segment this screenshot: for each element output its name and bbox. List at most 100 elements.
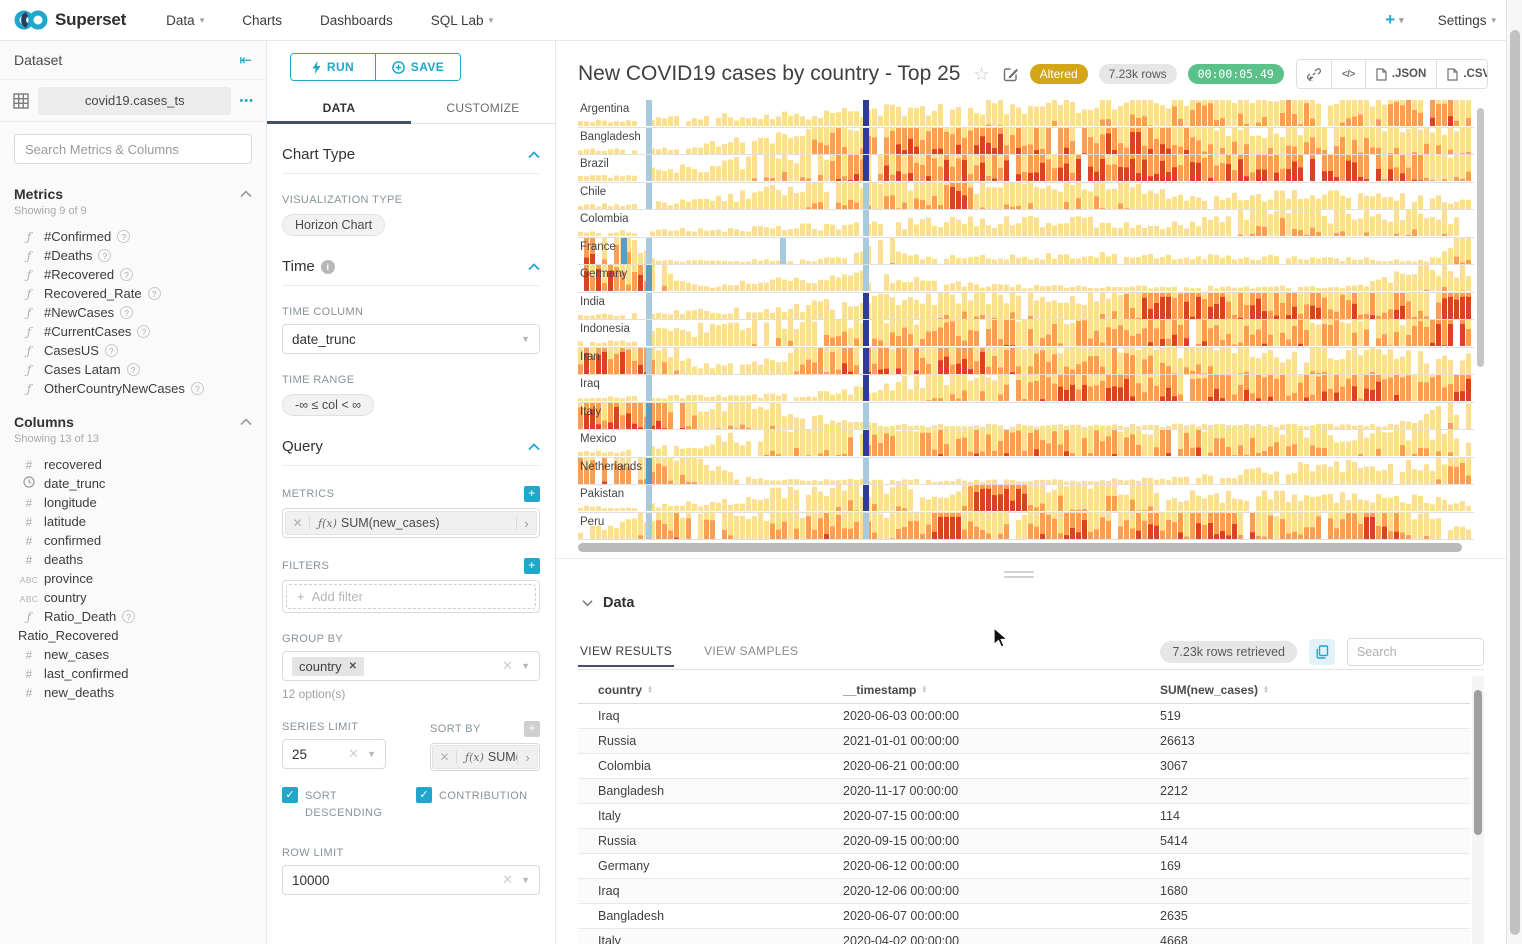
copy-to-clipboard-button[interactable]	[1309, 639, 1335, 665]
export-csv-button[interactable]: .CSV	[1436, 60, 1487, 88]
help-icon[interactable]: ?	[147, 287, 161, 300]
chevron-down-icon[interactable]	[582, 599, 593, 607]
chevron-up-icon[interactable]	[528, 262, 540, 271]
sort-metric-token[interactable]: ✕ ƒ(x) SUM(... ›	[432, 745, 538, 769]
nav-item-charts[interactable]: Charts	[242, 13, 282, 28]
column-item-province[interactable]: ABC province	[14, 569, 252, 588]
metric-item-#deaths[interactable]: ƒ #Deaths?	[14, 246, 252, 265]
copy-link-button[interactable]	[1296, 60, 1331, 88]
clear-icon[interactable]: ✕	[348, 746, 360, 761]
chevron-right-icon[interactable]: ›	[516, 515, 536, 531]
chevron-right-icon[interactable]: ›	[517, 749, 537, 765]
table-row[interactable]: Italy 2020-07-15 00:00:00 114	[578, 804, 1470, 829]
tab-data[interactable]: DATA	[267, 94, 411, 124]
column-item-ratio_recovered[interactable]: Ratio_Recovered	[14, 626, 252, 645]
metric-item-recovered_rate[interactable]: ƒ Recovered_Rate?	[14, 284, 252, 303]
column-item-last_confirmed[interactable]: # last_confirmed	[14, 664, 252, 683]
table-row[interactable]: Iraq 2020-06-03 00:00:00 519	[578, 704, 1470, 729]
metric-item-#confirmed[interactable]: ƒ #Confirmed?	[14, 227, 252, 246]
page-scrollbar[interactable]	[1506, 0, 1522, 944]
metric-item-#recovered[interactable]: ƒ #Recovered?	[14, 265, 252, 284]
chevron-up-icon[interactable]	[528, 442, 540, 451]
table-row[interactable]: Russia 2020-09-15 00:00:00 5414	[578, 829, 1470, 854]
metric-item-othercountrynewcases[interactable]: ƒ OtherCountryNewCases?	[14, 379, 252, 398]
nav-item-dashboards[interactable]: Dashboards	[320, 13, 393, 28]
column-item-latitude[interactable]: # latitude	[14, 512, 252, 531]
metric-token[interactable]: ✕ ƒ(x) SUM(new_cases) ›	[285, 511, 537, 535]
help-icon[interactable]: ?	[137, 325, 151, 338]
horizontal-scrollbar[interactable]	[578, 543, 1462, 552]
edit-properties-icon[interactable]	[1003, 66, 1019, 82]
column-item-longitude[interactable]: # longitude	[14, 493, 252, 512]
results-search-input[interactable]	[1347, 638, 1484, 666]
contribution-checkbox[interactable]: ✓	[416, 787, 432, 803]
collapse-panel-icon[interactable]: ⇤	[239, 52, 252, 69]
table-row[interactable]: Russia 2021-01-01 00:00:00 26613	[578, 729, 1470, 754]
search-metrics-columns-input[interactable]	[14, 134, 252, 164]
tab-view-samples[interactable]: VIEW SAMPLES	[704, 644, 799, 658]
add-filter-plus-button[interactable]: +	[524, 558, 540, 574]
embed-code-button[interactable]: </>	[1330, 60, 1365, 88]
metric-item-#newcases[interactable]: ƒ #NewCases?	[14, 303, 252, 322]
chevron-up-icon[interactable]	[240, 418, 252, 426]
column-header--timestamp[interactable]: __timestamp ▲ ▼	[843, 683, 1160, 697]
metric-item-casesus[interactable]: ƒ CasesUS?	[14, 341, 252, 360]
column-item-new_deaths[interactable]: # new_deaths	[14, 683, 252, 702]
metric-item-cases latam[interactable]: ƒ Cases Latam?	[14, 360, 252, 379]
column-item-ratio_death[interactable]: ƒ Ratio_Death?	[14, 607, 252, 626]
help-icon[interactable]: ?	[98, 249, 112, 262]
favorite-star-icon[interactable]: ☆	[973, 63, 990, 84]
column-item-recovered[interactable]: # recovered	[14, 455, 252, 474]
page-scrollbar-thumb[interactable]	[1510, 30, 1520, 935]
add-sort-metric-button[interactable]: +	[524, 721, 540, 737]
help-icon[interactable]: ?	[120, 306, 134, 319]
remove-tag-icon[interactable]: ✕	[348, 660, 358, 672]
series-limit-select[interactable]: 25 ✕ ▼	[282, 739, 386, 769]
dataset-more-menu-icon[interactable]: •••	[239, 94, 254, 107]
altered-badge[interactable]: Altered	[1029, 64, 1088, 84]
sort-icon[interactable]: ▲ ▼	[647, 684, 653, 695]
resize-drag-handle[interactable]	[1004, 571, 1034, 581]
help-icon[interactable]: ?	[190, 382, 204, 395]
table-scrollbar-track[interactable]	[1472, 676, 1484, 944]
chevron-up-icon[interactable]	[528, 150, 540, 159]
table-row[interactable]: Bangladesh 2020-11-17 00:00:00 2212	[578, 779, 1470, 804]
dataset-name[interactable]: covid19.cases_ts	[38, 86, 232, 115]
clear-icon[interactable]: ✕	[502, 658, 514, 673]
settings-menu[interactable]: Settings ▾	[1438, 13, 1496, 28]
column-header-sum-new-cases-[interactable]: SUM(new_cases) ▲ ▼	[1160, 683, 1470, 697]
time-column-select[interactable]: date_trunc ▼	[282, 324, 540, 354]
clear-icon[interactable]: ✕	[502, 872, 514, 887]
table-row[interactable]: Bangladesh 2020-06-07 00:00:00 2635	[578, 904, 1470, 929]
row-limit-select[interactable]: 10000 ✕ ▼	[282, 865, 540, 895]
group-by-select[interactable]: country ✕ ✕ ▼	[282, 651, 540, 681]
table-scrollbar-thumb[interactable]	[1474, 690, 1482, 835]
help-icon[interactable]: ?	[126, 363, 140, 376]
column-item-new_cases[interactable]: # new_cases	[14, 645, 252, 664]
sort-descending-checkbox[interactable]: ✓	[282, 787, 298, 803]
table-row[interactable]: Italy 2020-04-02 00:00:00 4668	[578, 929, 1470, 944]
chevron-up-icon[interactable]	[240, 190, 252, 198]
help-icon[interactable]: ?	[117, 230, 131, 243]
run-button[interactable]: RUN	[291, 54, 375, 80]
column-item-confirmed[interactable]: # confirmed	[14, 531, 252, 550]
sort-icon[interactable]: ▲ ▼	[1263, 684, 1269, 695]
tab-customize[interactable]: CUSTOMIZE	[446, 101, 520, 115]
help-icon[interactable]: ?	[122, 610, 136, 623]
table-row[interactable]: Colombia 2020-06-21 00:00:00 3067	[578, 754, 1470, 779]
save-button[interactable]: SAVE	[375, 54, 460, 80]
table-row[interactable]: Germany 2020-06-12 00:00:00 169	[578, 854, 1470, 879]
chart-vertical-scrollbar[interactable]	[1477, 108, 1484, 367]
remove-metric-icon[interactable]: ✕	[286, 516, 310, 530]
help-icon[interactable]: ?	[120, 268, 134, 281]
table-row[interactable]: Iraq 2020-12-06 00:00:00 1680	[578, 879, 1470, 904]
nav-item-sql-lab[interactable]: SQL Lab ▾	[431, 13, 493, 28]
tab-view-results[interactable]: VIEW RESULTS	[578, 638, 675, 667]
metric-item-#currentcases[interactable]: ƒ #CurrentCases?	[14, 322, 252, 341]
superset-logo[interactable]: Superset	[14, 9, 126, 31]
viz-type-value[interactable]: Horizon Chart	[282, 214, 386, 236]
help-icon[interactable]: ?	[104, 344, 118, 357]
remove-sort-metric-icon[interactable]: ✕	[433, 750, 457, 764]
time-range-value[interactable]: -∞ ≤ col < ∞	[282, 394, 375, 416]
add-metric-button[interactable]: +	[524, 486, 540, 502]
